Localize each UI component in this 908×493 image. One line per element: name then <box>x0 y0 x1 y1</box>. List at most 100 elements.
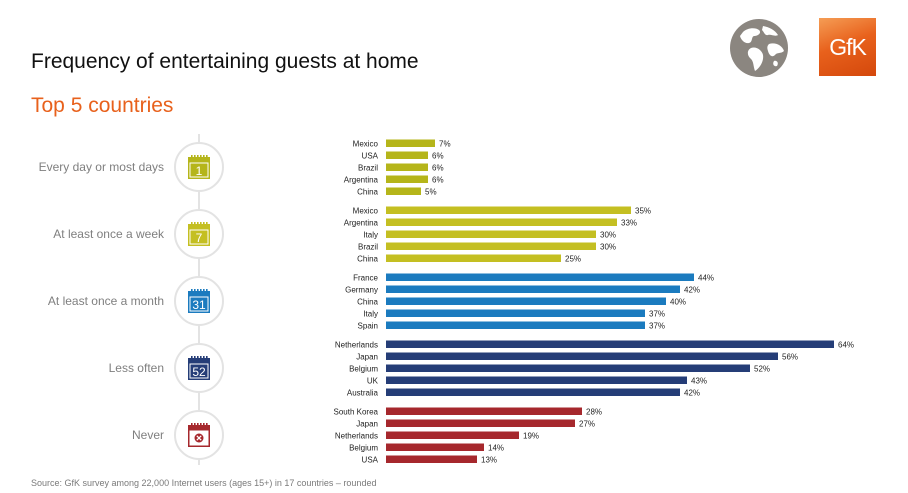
bar-group: At least once a month 31 France 44% Germany 4… <box>48 273 714 331</box>
value-label: 25% <box>565 255 581 264</box>
category-label: China <box>357 188 378 197</box>
bar <box>386 151 428 159</box>
value-label: 56% <box>782 353 798 362</box>
category-label: UK <box>367 377 379 386</box>
value-label: 27% <box>579 420 595 429</box>
value-label: 6% <box>432 152 444 161</box>
bar <box>386 352 778 360</box>
bar-group: Never South Korea 28% Japan 27% Netherlands 19… <box>132 407 602 465</box>
bar <box>386 443 484 451</box>
value-label: 30% <box>600 231 616 240</box>
value-label: 35% <box>635 207 651 216</box>
bar <box>386 431 519 439</box>
category-label: Brazil <box>358 164 378 173</box>
value-label: 42% <box>684 286 700 295</box>
frequency-label: Never <box>132 428 164 442</box>
value-label: 42% <box>684 389 700 398</box>
bar-group: Less often 52 Netherlands 64% Japan 56% Belgiu… <box>109 340 854 398</box>
bar <box>386 175 428 183</box>
bar-group: At least once a week 7 Mexico 35% Argentina 3… <box>53 206 651 264</box>
bar <box>386 309 645 317</box>
gfk-logo: GfK <box>819 18 876 76</box>
category-label: Spain <box>358 322 378 331</box>
calendar-number: 1 <box>196 164 203 178</box>
bar <box>386 321 645 329</box>
value-label: 37% <box>649 310 665 319</box>
bar <box>386 388 680 396</box>
category-label: Mexico <box>353 140 379 149</box>
bar-group: Every day or most days 1 Mexico 7% USA 6% Braz… <box>39 139 451 197</box>
page-subtitle: Top 5 countries <box>31 94 174 117</box>
value-label: 40% <box>670 298 686 307</box>
bar <box>386 364 750 372</box>
category-label: Belgium <box>349 444 378 453</box>
bar <box>386 297 666 305</box>
calendar-icon: 31 <box>188 289 210 313</box>
calendar-number: 7 <box>196 231 203 245</box>
category-label: Netherlands <box>335 432 378 441</box>
bar <box>386 376 687 384</box>
calendar-icon: 7 <box>188 222 210 246</box>
value-label: 5% <box>425 188 437 197</box>
value-label: 6% <box>432 176 444 185</box>
bar <box>386 230 596 238</box>
bar <box>386 254 561 262</box>
value-label: 19% <box>523 432 539 441</box>
bar <box>386 242 596 250</box>
value-label: 52% <box>754 365 770 374</box>
category-label: Japan <box>356 353 378 362</box>
value-label: 37% <box>649 322 665 331</box>
value-label: 43% <box>691 377 707 386</box>
category-label: Belgium <box>349 365 378 374</box>
category-label: Argentina <box>344 176 379 185</box>
globe-icon <box>730 19 788 77</box>
category-label: Argentina <box>344 219 379 228</box>
value-label: 33% <box>621 219 637 228</box>
category-label: South Korea <box>334 408 379 417</box>
calendar-icon: 52 <box>188 356 210 380</box>
bar <box>386 419 575 427</box>
category-label: USA <box>362 456 379 465</box>
value-label: 13% <box>481 456 497 465</box>
category-label: Germany <box>345 286 378 295</box>
value-label: 28% <box>586 408 602 417</box>
blocked-calendar-icon <box>188 423 210 447</box>
category-label: Mexico <box>353 207 379 216</box>
page-title: Frequency of entertaining guests at home <box>31 50 419 73</box>
value-label: 30% <box>600 243 616 252</box>
category-label: Italy <box>363 231 378 240</box>
frequency-label: At least once a month <box>48 294 164 308</box>
category-label: Brazil <box>358 243 378 252</box>
frequency-label: Less often <box>109 361 164 375</box>
bar <box>386 218 617 226</box>
category-label: Japan <box>356 420 378 429</box>
calendar-number: 31 <box>192 298 206 312</box>
frequency-label: Every day or most days <box>39 160 164 174</box>
category-label: USA <box>362 152 379 161</box>
value-label: 64% <box>838 341 854 350</box>
frequency-label: At least once a week <box>53 227 165 241</box>
category-label: France <box>353 274 378 283</box>
bar <box>386 273 694 281</box>
bar <box>386 407 582 415</box>
value-label: 7% <box>439 140 451 149</box>
category-label: Australia <box>347 389 379 398</box>
category-label: Netherlands <box>335 341 378 350</box>
bar <box>386 187 421 195</box>
bar <box>386 139 435 147</box>
value-label: 44% <box>698 274 714 283</box>
bar <box>386 206 631 214</box>
bar <box>386 163 428 171</box>
source-note: Source: GfK survey among 22,000 Internet… <box>31 478 377 488</box>
calendar-number: 52 <box>192 365 206 379</box>
value-label: 14% <box>488 444 504 453</box>
value-label: 6% <box>432 164 444 173</box>
category-label: China <box>357 298 378 307</box>
bar <box>386 455 477 463</box>
calendar-icon: 1 <box>188 155 210 179</box>
bar <box>386 285 680 293</box>
category-label: Italy <box>363 310 378 319</box>
category-label: China <box>357 255 378 264</box>
bar <box>386 340 834 348</box>
